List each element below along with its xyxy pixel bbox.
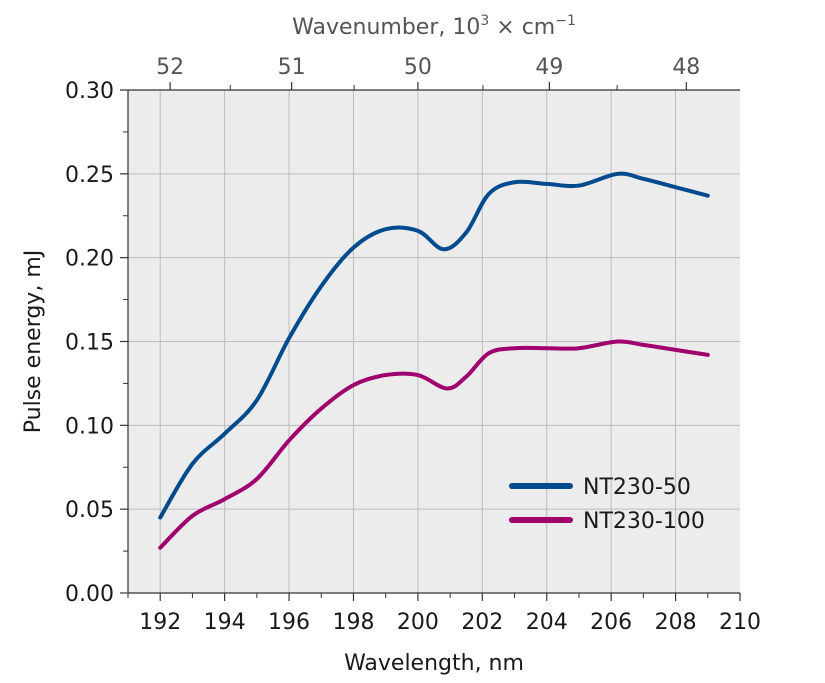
top-axis-title-main: Wavenumber, 10 bbox=[292, 15, 480, 40]
y-tick-label: 0.05 bbox=[65, 498, 114, 523]
x-tick-label: 206 bbox=[590, 610, 632, 635]
legend-label: NT230-50 bbox=[583, 475, 691, 500]
y-tick-label: 0.30 bbox=[65, 79, 114, 104]
x-tick-label: 202 bbox=[461, 610, 503, 635]
series-line bbox=[158, 339, 710, 550]
legend: NT230-50 NT230-100 bbox=[509, 475, 705, 534]
top-tick-label: 49 bbox=[535, 55, 563, 80]
legend-label: NT230-100 bbox=[583, 509, 705, 534]
x-axis-title: Wavelength, nm bbox=[344, 651, 524, 676]
y-tick-label: 0.10 bbox=[65, 414, 114, 439]
x-tick-label: 196 bbox=[268, 610, 310, 635]
x-tick-label: 194 bbox=[204, 610, 246, 635]
tick-labels: 192 194 196 198 200 202 204 206 208 210 0.00 0.05 0.… bbox=[65, 55, 761, 635]
y-tick-label: 0.15 bbox=[65, 331, 114, 356]
y-tick-label: 0.00 bbox=[65, 582, 114, 607]
x-tick-label: 208 bbox=[655, 610, 697, 635]
x-tick-label: 210 bbox=[719, 610, 761, 635]
top-axis-title-mid: × cm bbox=[489, 15, 555, 40]
y-axis-title: Pulse energy, mJ bbox=[21, 250, 46, 434]
top-tick-label: 52 bbox=[156, 55, 184, 80]
x-tick-label: 198 bbox=[332, 610, 374, 635]
top-axis-title: Wavenumber, 103 × cm−1 bbox=[292, 13, 576, 40]
x-tick-label: 192 bbox=[139, 610, 181, 635]
top-tick-label: 48 bbox=[672, 55, 700, 80]
top-axis-title-sup1: 3 bbox=[480, 13, 489, 29]
top-tick-label: 50 bbox=[404, 55, 432, 80]
y-tick-label: 0.25 bbox=[65, 163, 114, 188]
y-tick-label: 0.20 bbox=[65, 247, 114, 272]
series-line bbox=[158, 171, 710, 520]
axes bbox=[120, 82, 741, 601]
top-tick-label: 51 bbox=[278, 55, 306, 80]
series-layer bbox=[158, 171, 710, 550]
x-tick-label: 204 bbox=[526, 610, 568, 635]
x-tick-label: 200 bbox=[397, 610, 439, 635]
top-axis-title-sup2: −1 bbox=[555, 13, 576, 29]
